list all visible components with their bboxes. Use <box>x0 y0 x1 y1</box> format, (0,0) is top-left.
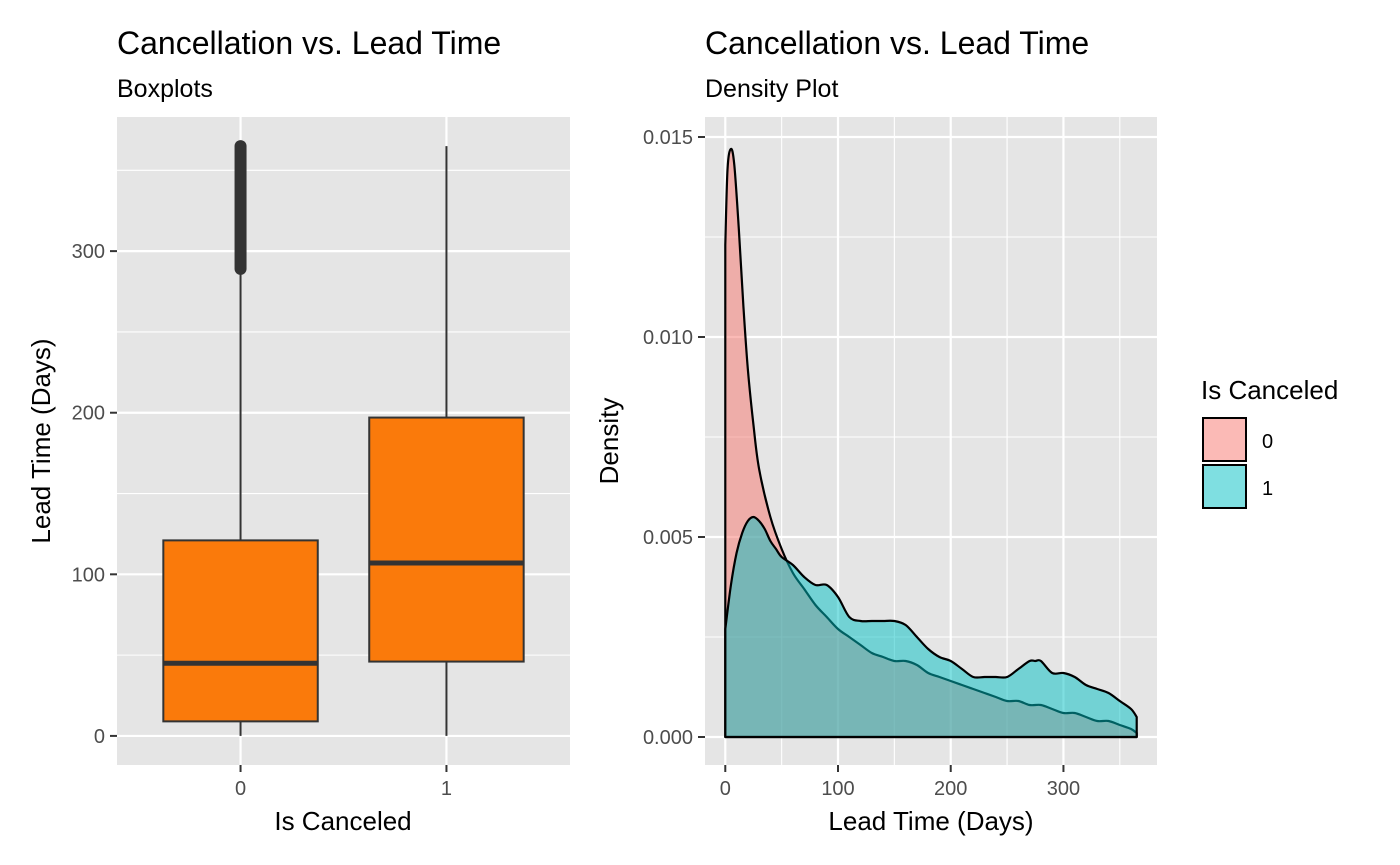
box-1 <box>368 146 525 736</box>
legend-key-1 <box>1202 464 1247 509</box>
right-subtitle: Density Plot <box>705 75 838 103</box>
right-x-tick-label: 300 <box>1047 778 1080 800</box>
right-y-axis-title: Density <box>594 398 624 485</box>
right-x-axis-title: Lead Time (Days) <box>828 806 1033 836</box>
left-y-tick-label: 0 <box>94 726 105 748</box>
box-iqr <box>368 416 525 663</box>
density-area-1 <box>724 515 1138 739</box>
box-iqr <box>162 539 319 723</box>
left-x-tick-label: 0 <box>235 778 246 800</box>
right-y-tick-label: 0.005 <box>643 527 693 549</box>
right-y-tick-label: 0.010 <box>643 327 693 349</box>
legend-label-1: 1 <box>1262 478 1273 500</box>
right-x-tick-label: 0 <box>720 778 731 800</box>
left-y-axis-title: Lead Time (Days) <box>26 338 56 543</box>
right-y-tick-label: 0.015 <box>643 127 693 149</box>
left-subtitle: Boxplots <box>117 75 213 103</box>
left-boxes <box>162 140 525 736</box>
legend-key-0 <box>1202 417 1247 462</box>
legend: Is Canceled 0 1 <box>1201 375 1338 509</box>
legend-title: Is Canceled <box>1201 375 1338 405</box>
left-x-tick-label: 1 <box>441 778 452 800</box>
right-title: Cancellation vs. Lead Time <box>705 25 1089 61</box>
right-x-tick-label: 100 <box>821 778 854 800</box>
right-y-tick-label: 0.000 <box>643 727 693 749</box>
legend-label-0: 0 <box>1262 431 1273 453</box>
box-0 <box>162 140 319 736</box>
right-y-axis: 0.000 0.005 0.010 0.015 <box>643 127 705 749</box>
left-y-axis: 0 100 200 300 <box>72 241 117 748</box>
right-x-tick-label: 200 <box>934 778 967 800</box>
right-series <box>724 147 1138 739</box>
left-y-tick-label: 200 <box>72 403 105 425</box>
left-y-tick-label: 100 <box>72 564 105 586</box>
left-x-axis-title: Is Canceled <box>274 806 411 836</box>
left-y-tick-label: 300 <box>72 241 105 263</box>
left-title: Cancellation vs. Lead Time <box>117 25 501 61</box>
right-x-axis: 0 100 200 300 <box>720 765 1080 800</box>
